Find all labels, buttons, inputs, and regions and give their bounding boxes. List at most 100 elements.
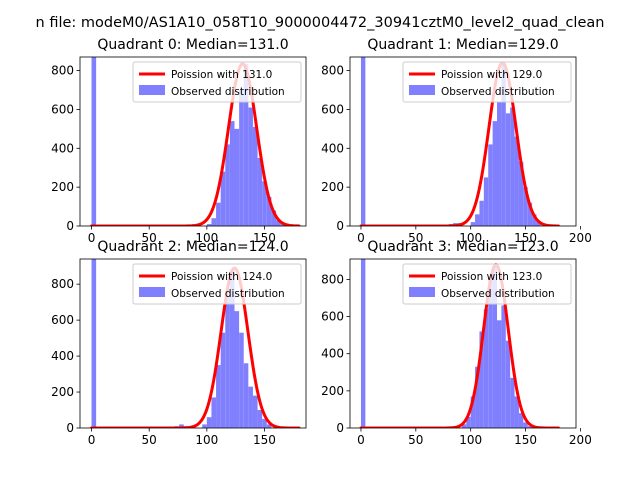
histogram-bar xyxy=(505,113,511,226)
y-tick-label: 0 xyxy=(336,421,344,435)
legend-label-hist: Observed distribution xyxy=(171,86,285,98)
histogram-bar xyxy=(514,396,519,428)
histogram-bar xyxy=(497,320,502,428)
x-tick-label: 0 xyxy=(88,433,96,447)
poisson-fit-line xyxy=(359,61,560,226)
x-tick-label: 0 xyxy=(357,231,365,245)
subplot-title: Quadrant 0: Median=131.0 xyxy=(97,37,288,53)
y-tick-label: 600 xyxy=(321,102,344,116)
histogram-bar xyxy=(470,396,476,428)
y-tick-label: 200 xyxy=(51,180,74,194)
histogram-bar xyxy=(505,340,511,428)
histogram-bar xyxy=(532,214,537,226)
histogram-bar xyxy=(527,426,533,428)
y-tick-label: 800 xyxy=(51,64,74,78)
histogram-bar xyxy=(527,202,533,226)
histogram-bar xyxy=(220,171,226,226)
histogram-bar xyxy=(475,366,480,428)
legend-box xyxy=(132,263,302,305)
x-tick-label: 150 xyxy=(514,231,537,245)
y-tick-label: 400 xyxy=(51,349,74,363)
y-tick-label: 600 xyxy=(51,102,74,116)
poisson-fit-line xyxy=(359,263,560,428)
histogram-bar xyxy=(257,158,263,226)
plot-area xyxy=(90,57,301,226)
histogram-bar xyxy=(479,200,484,226)
axes-frame xyxy=(79,56,307,227)
histogram-bar xyxy=(202,424,207,428)
histogram-bar xyxy=(488,277,493,428)
y-tick-label: 800 xyxy=(321,272,344,286)
legend-label-fit: Poission with 131.0 xyxy=(171,69,272,81)
histogram-bar xyxy=(518,413,524,428)
subplot-quadrant-1: 0 50 100 150 200 0 200 400 600 800 Quadrant 1: Med… xyxy=(321,37,592,245)
axes-frame xyxy=(79,258,307,429)
legend: Poission with 131.0 Observed distribution xyxy=(132,61,302,103)
histogram-bar xyxy=(229,269,235,428)
x-tick-label: 150 xyxy=(253,231,276,245)
histogram-bar xyxy=(510,107,515,226)
histogram-bar xyxy=(483,177,489,226)
histogram-bar xyxy=(276,220,281,226)
x-tick-label: 150 xyxy=(253,433,276,447)
x-tick-label: 50 xyxy=(142,433,157,447)
histogram-bar xyxy=(252,126,258,226)
legend-bar-swatch xyxy=(139,85,165,95)
histogram-bar xyxy=(523,422,528,428)
histogram-bar xyxy=(488,144,493,226)
histogram-bar xyxy=(479,331,484,428)
histogram-bar xyxy=(271,210,277,226)
histogram-bar-zero xyxy=(91,57,97,226)
poisson-fit-line xyxy=(90,62,301,226)
x-tick-label: 50 xyxy=(408,433,423,447)
legend-label-hist: Observed distribution xyxy=(441,288,555,300)
histogram-bar xyxy=(239,332,244,428)
x-tick-label: 100 xyxy=(195,231,218,245)
histogram-bar xyxy=(266,196,272,226)
legend-bar-swatch xyxy=(139,287,165,297)
histogram-bar xyxy=(280,224,286,226)
x-tick-label: 100 xyxy=(459,433,482,447)
y-tick-label: 0 xyxy=(66,421,74,435)
legend: Poission with 124.0 Observed distribution xyxy=(132,263,302,305)
histogram-bar xyxy=(229,121,235,226)
histogram-bar xyxy=(234,128,240,226)
y-tick-label: 400 xyxy=(321,347,344,361)
histogram-bar xyxy=(266,424,272,428)
histogram-bar xyxy=(262,419,267,428)
legend-label-hist: Observed distribution xyxy=(171,288,285,300)
histogram-bar xyxy=(225,296,230,428)
subplot-title: Quadrant 1: Median=129.0 xyxy=(367,37,558,53)
histogram-bar xyxy=(248,107,253,226)
y-tick-label: 800 xyxy=(51,277,74,291)
y-tick-label: 400 xyxy=(51,141,74,155)
histogram-bar xyxy=(492,121,498,226)
subplot-quadrant-0: 0 50 100 150 0 200 400 600 800 Quadrant 0: Median… xyxy=(51,37,307,245)
y-tick-label: 600 xyxy=(51,313,74,327)
plot-area xyxy=(359,259,560,428)
legend-bar-swatch xyxy=(409,287,435,297)
histogram-bar xyxy=(243,363,249,428)
x-tick-label: 50 xyxy=(142,231,157,245)
legend-box xyxy=(402,263,572,305)
x-tick-label: 100 xyxy=(459,231,482,245)
histogram-bar xyxy=(225,144,230,226)
histogram-bar xyxy=(234,311,240,428)
x-tick-label: 200 xyxy=(569,231,592,245)
y-tick-label: 800 xyxy=(321,64,344,78)
subplot-quadrant-2: 0 50 100 150 0 200 400 600 800 Quadrant 2: Median… xyxy=(51,239,307,447)
legend-label-hist: Observed distribution xyxy=(441,86,555,98)
y-tick-label: 200 xyxy=(321,180,344,194)
plot-area xyxy=(359,57,560,226)
histogram-bar xyxy=(211,397,217,428)
y-tick-label: 400 xyxy=(321,141,344,155)
legend-label-fit: Poission with 124.0 xyxy=(171,271,272,283)
legend-box xyxy=(402,61,572,103)
x-tick-label: 0 xyxy=(357,433,365,447)
histogram-bar-zero xyxy=(360,259,366,428)
histogram-bar xyxy=(211,218,217,226)
histogram-bar xyxy=(216,365,221,428)
y-tick-label: 200 xyxy=(51,385,74,399)
legend-label-fit: Poission with 123.0 xyxy=(441,271,542,283)
histogram-bar xyxy=(501,63,506,226)
